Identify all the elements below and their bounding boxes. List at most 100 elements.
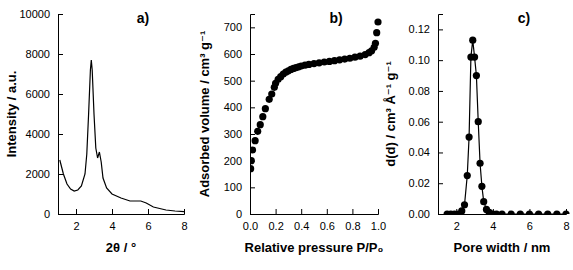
data-point <box>262 105 269 112</box>
panel-label: c) <box>518 10 530 26</box>
y-tick: 2000 <box>26 168 63 180</box>
y-tick-mark <box>58 54 63 55</box>
x-tick-label: 2 <box>454 220 460 232</box>
data-point <box>498 210 505 214</box>
x-tick: 6 <box>145 209 151 232</box>
x-tick: 8 <box>181 209 187 232</box>
x-axis: 0.0 0.2 0.4 0.6 0.8 1.0 <box>243 209 386 232</box>
x-tick: 0.4 <box>294 209 309 232</box>
y-tick-mark <box>438 91 443 92</box>
data-point <box>476 160 483 167</box>
y-tick: 0 <box>44 208 63 220</box>
x-tick-label: 6 <box>527 220 533 232</box>
x-tick-label: 8 <box>181 220 187 232</box>
y-tick: 0 <box>236 208 255 220</box>
y-tick-mark <box>438 214 443 215</box>
y-tick: 0.06 <box>409 116 443 128</box>
panel-label: b) <box>329 10 342 26</box>
y-tick-label: 0.12 <box>409 23 430 35</box>
plot-area <box>60 60 184 212</box>
x-tick-label: 6 <box>145 220 151 232</box>
panel-label: a) <box>137 10 149 26</box>
y-tick-mark <box>438 122 443 123</box>
x-tick-label: 2 <box>73 220 79 232</box>
x-axis: 2468 <box>439 209 570 232</box>
data-point <box>259 113 266 120</box>
y-tick-label: 6000 <box>26 88 50 100</box>
y-tick-mark <box>250 134 255 135</box>
data-point <box>471 53 478 60</box>
x-axis-line <box>251 209 379 215</box>
y-axis: 0100200300400500600700 <box>224 15 255 221</box>
y-tick: 600 <box>224 48 255 60</box>
data-point <box>473 72 480 79</box>
data-point <box>475 118 482 125</box>
data-point <box>250 165 254 172</box>
data-point <box>469 37 476 44</box>
data-point <box>250 146 256 153</box>
y-tick-label: 200 <box>224 155 242 167</box>
y-tick-label: 700 <box>224 21 242 33</box>
y-axis-line <box>59 15 64 215</box>
y-tick: 300 <box>224 128 255 140</box>
y-tick-label: 600 <box>224 48 242 60</box>
data-point <box>553 210 560 214</box>
y-tick-label: 0.00 <box>409 208 430 220</box>
panel: 0.00.20.40.60.81.00100200300400500600700… <box>197 10 386 255</box>
y-tick: 0.04 <box>409 146 443 158</box>
figure: 246802000400060008000100002θ / °Intensit… <box>0 0 573 270</box>
y-tick-mark <box>438 29 443 30</box>
data-point <box>268 90 275 97</box>
panel: 24680.000.020.040.060.080.100.12Pore wid… <box>383 10 569 255</box>
y-tick: 4000 <box>26 128 63 140</box>
x-tick: 0.8 <box>345 209 360 232</box>
x-tick-mark <box>276 209 277 214</box>
data-point <box>257 121 264 128</box>
x-tick-mark <box>112 209 113 214</box>
x-tick-label: 1.0 <box>371 220 386 232</box>
y-tick-mark <box>250 81 255 82</box>
x-tick-mark <box>301 209 302 214</box>
y-tick-label: 0 <box>44 208 50 220</box>
y-tick-label: 0.08 <box>409 85 430 97</box>
x-axis-title: 2θ / ° <box>106 240 136 255</box>
x-axis: 2468 <box>59 209 188 232</box>
x-tick-label: 0.6 <box>320 220 335 232</box>
data-point <box>535 210 542 214</box>
y-tick-mark <box>250 187 255 188</box>
y-tick-label: 100 <box>224 181 242 193</box>
x-tick-mark <box>352 209 353 214</box>
panel: 246802000400060008000100002θ / °Intensit… <box>4 8 187 255</box>
plot-area <box>444 37 570 214</box>
y-tick: 0.00 <box>409 208 443 220</box>
y-tick-mark <box>250 27 255 28</box>
y-tick-label: 500 <box>224 75 242 87</box>
data-point <box>461 201 468 208</box>
data-point <box>374 18 381 25</box>
data-point <box>562 210 569 214</box>
data-point <box>526 210 533 214</box>
y-tick-label: 8000 <box>26 48 50 60</box>
y-tick-mark <box>58 174 63 175</box>
x-tick-label: 0.0 <box>243 220 258 232</box>
data-point <box>478 183 485 190</box>
y-tick: 0.02 <box>409 177 443 189</box>
y-tick-label: 0 <box>236 208 242 220</box>
x-tick: 1.0 <box>371 209 386 232</box>
x-tick-label: 0.2 <box>268 220 283 232</box>
x-tick-label: 8 <box>563 220 569 232</box>
y-tick-label: 10000 <box>19 8 50 20</box>
y-axis-line <box>439 15 444 215</box>
y-tick: 8000 <box>26 48 63 60</box>
y-tick-mark <box>438 183 443 184</box>
data-point <box>465 133 472 140</box>
data-point <box>544 210 551 214</box>
x-tick: 0.2 <box>268 209 283 232</box>
y-tick-mark <box>250 214 255 215</box>
y-tick-mark <box>58 14 63 15</box>
y-tick-label: 0.02 <box>409 177 430 189</box>
x-tick-label: 0.8 <box>345 220 360 232</box>
data-point <box>464 172 471 179</box>
y-tick-mark <box>250 54 255 55</box>
x-tick-label: 0.4 <box>294 220 309 232</box>
